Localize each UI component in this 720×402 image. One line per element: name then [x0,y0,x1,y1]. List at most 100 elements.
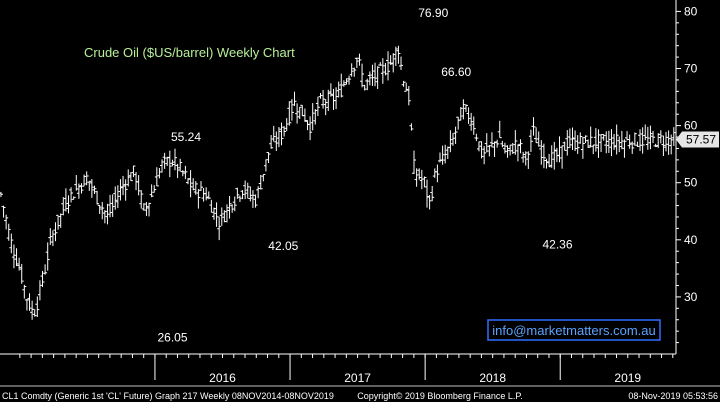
price-bar [578,132,583,144]
price-bar [175,163,180,179]
y-tick-label: 80 [684,4,698,18]
price-bar [640,127,645,154]
price-bar [526,151,531,169]
price-bar [450,133,455,146]
price-bar [417,168,422,180]
price-bar [362,84,367,91]
price-bar [625,131,630,141]
price-bar [87,180,92,191]
price-bar [336,81,341,98]
price-bar [352,67,357,77]
price-bar [593,128,598,152]
price-bar [469,112,474,131]
price-bar [24,298,29,311]
price-bar [183,165,188,180]
price-bar [549,145,554,168]
y-tick-label: 30 [684,290,698,304]
price-bar [256,186,261,199]
price-bar [276,127,281,148]
price-bar [162,152,167,169]
price-bar [482,146,487,165]
watermark-box [487,319,661,341]
price-bar [627,134,632,149]
price-bar [89,179,94,198]
price-bar [219,207,224,226]
price-bar [575,135,580,154]
price-bar [531,117,536,136]
price-bar [339,73,344,98]
price-bar [401,80,406,87]
price-bar [632,132,637,146]
footer: CL1 Comdty (Generic 1st 'CL' Future) Gra… [2,391,718,401]
price-bar [326,89,331,111]
price-bar [334,87,339,110]
price-bar [191,178,196,191]
y-tick-label: 40 [684,233,698,247]
price-bar [209,199,214,213]
price-bar [230,204,235,213]
price-bar [222,210,227,223]
price-bar [422,176,427,188]
price-bar [287,101,292,126]
price-bar [567,128,572,148]
price-bar [9,233,14,254]
price-bar [147,202,152,217]
price-bar [92,185,97,194]
price-bar [40,270,45,288]
price-bar [484,133,489,153]
price-bar [521,151,526,163]
price-bar [606,130,611,153]
price-bar [497,120,502,139]
price-bar [266,151,271,164]
price-bar [253,194,258,208]
price-bar [14,248,19,267]
price-bar [388,55,393,65]
price-bar [206,191,211,200]
price-bar [458,106,463,121]
price-bar [466,107,471,124]
price-bar [79,183,84,194]
price-bar [552,141,557,170]
price-bar [619,130,624,150]
price-bar [643,124,648,141]
price-bar [6,223,11,241]
price-bar [360,63,365,88]
price-bar [289,99,294,121]
price-bar [157,167,162,179]
price-bar [263,159,268,172]
price-bar [321,90,326,109]
price-bar [367,71,372,86]
price-bar [347,75,352,85]
price-bar [100,201,105,220]
price-bar [50,230,55,247]
price-bar [375,66,380,90]
price-bar [76,183,81,199]
price-bar [32,309,37,317]
price-bar [170,159,175,167]
price-bar [518,139,523,154]
price-bar [258,174,263,190]
price-bar [110,194,115,217]
price-bar [463,104,468,112]
price-bar [69,187,74,203]
price-bar [261,173,266,182]
price-bar [612,134,617,150]
price-bar [471,116,476,135]
price-bar [11,244,16,269]
price-bar [664,131,669,152]
price-bar [666,130,671,155]
price-bar [609,129,614,157]
price-bar [82,174,87,187]
price-bar [573,130,578,152]
price-bar [292,91,297,106]
price-bar [386,51,391,81]
price-bar [19,263,24,284]
price-bar [53,222,58,242]
price-bar [180,170,185,177]
price-annotation: 26.05 [157,330,187,344]
price-bar [617,136,622,153]
price-bar [102,210,107,224]
price-bar [409,123,414,131]
price-bar [596,129,601,158]
